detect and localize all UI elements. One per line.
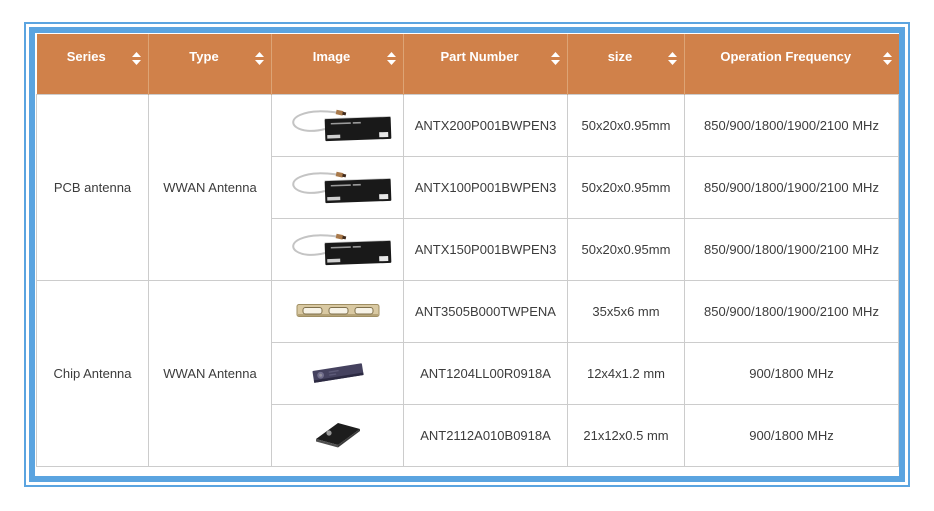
size-cell: 50x20x0.95mm <box>567 217 685 281</box>
column-label-part-number: Part Number <box>440 49 519 65</box>
part-number-cell: ANTX150P001BWPEN3 <box>403 217 568 281</box>
column-header-image[interactable]: Image <box>271 34 404 94</box>
smd-chip-antenna-photo <box>312 363 364 383</box>
table-row: ANT2112A010B0918A 21x12x0.5 mm 900/1800 … <box>37 403 899 467</box>
image-cell <box>271 93 404 157</box>
flat-chip-antenna-photo <box>315 423 360 448</box>
size-cell: 21x12x0.5 mm <box>567 403 685 467</box>
part-number-cell: ANT2112A010B0918A <box>403 403 568 467</box>
column-header-series[interactable]: Series <box>36 34 149 94</box>
sort-up-down-icon <box>668 52 677 65</box>
part-number-cell: ANTX200P001BWPEN3 <box>403 93 568 157</box>
frequency-cell: 900/1800 MHz <box>684 403 899 467</box>
frequency-cell: 900/1800 MHz <box>684 341 899 405</box>
outer-blue-frame: Series Type Image Part Number <box>24 22 910 487</box>
type-cell: WWAN Antenna <box>148 279 272 467</box>
column-label-image: Image <box>312 49 351 65</box>
column-header-part-number[interactable]: Part Number <box>403 34 568 94</box>
antenna-products-table: Series Type Image Part Number <box>36 34 899 467</box>
part-number-cell: ANT3505B000TWPENA <box>403 279 568 343</box>
part-number-cell: ANTX100P001BWPEN3 <box>403 155 568 219</box>
sort-up-down-icon <box>882 52 892 65</box>
frequency-cell: 850/900/1800/1900/2100 MHz <box>684 217 899 281</box>
table-row: ANT1204LL00R0918A 12x4x1.2 mm 900/1800 M… <box>37 341 899 405</box>
pcb-antenna-photo <box>291 109 391 142</box>
column-label-series: Series <box>66 49 106 65</box>
inner-blue-frame: Series Type Image Part Number <box>29 27 905 482</box>
table-header: Series Type Image Part Number <box>36 34 899 94</box>
column-header-size[interactable]: size <box>567 34 685 94</box>
column-header-type[interactable]: Type <box>148 34 272 94</box>
frequency-cell: 850/900/1800/1900/2100 MHz <box>684 155 899 219</box>
size-cell: 35x5x6 mm <box>567 279 685 343</box>
ceramic-chip-antenna-photo <box>296 304 379 317</box>
image-cell <box>271 155 404 219</box>
size-cell: 12x4x1.2 mm <box>567 341 685 405</box>
image-cell <box>271 341 404 405</box>
type-cell: WWAN Antenna <box>148 93 272 281</box>
table-container: Series Type Image Part Number <box>35 33 899 468</box>
image-cell <box>271 403 404 467</box>
series-cell: PCB antenna <box>36 93 149 281</box>
sort-up-down-icon <box>255 52 264 65</box>
frequency-cell: 850/900/1800/1900/2100 MHz <box>684 93 899 157</box>
table-row: ANTX150P001BWPEN3 50x20x0.95mm 850/900/1… <box>37 217 899 281</box>
sort-up-down-icon <box>132 52 141 65</box>
pcb-antenna-photo <box>291 171 391 204</box>
table-row: Chip Antenna WWAN Antenna ANT3505B0 <box>36 279 899 467</box>
table-row: ANTX100P001BWPEN3 50x20x0.95mm 850/900/1… <box>37 155 899 219</box>
sort-up-down-icon <box>551 52 560 65</box>
column-label-type: Type <box>189 49 219 65</box>
image-cell <box>271 279 404 343</box>
column-header-operation-frequency[interactable]: Operation Frequency <box>684 34 899 94</box>
part-number-cell: ANT1204LL00R0918A <box>403 341 568 405</box>
pcb-antenna-photo <box>291 233 391 266</box>
table-row: PCB antenna WWAN Antenna <box>36 93 899 281</box>
column-label-size: size <box>607 49 633 65</box>
size-cell: 50x20x0.95mm <box>567 93 685 157</box>
column-label-operation-frequency: Operation Frequency <box>720 49 852 65</box>
image-cell <box>271 217 404 281</box>
series-cell: Chip Antenna <box>36 279 149 467</box>
frequency-cell: 850/900/1800/1900/2100 MHz <box>684 279 899 343</box>
size-cell: 50x20x0.95mm <box>567 155 685 219</box>
sort-up-down-icon <box>387 52 396 65</box>
